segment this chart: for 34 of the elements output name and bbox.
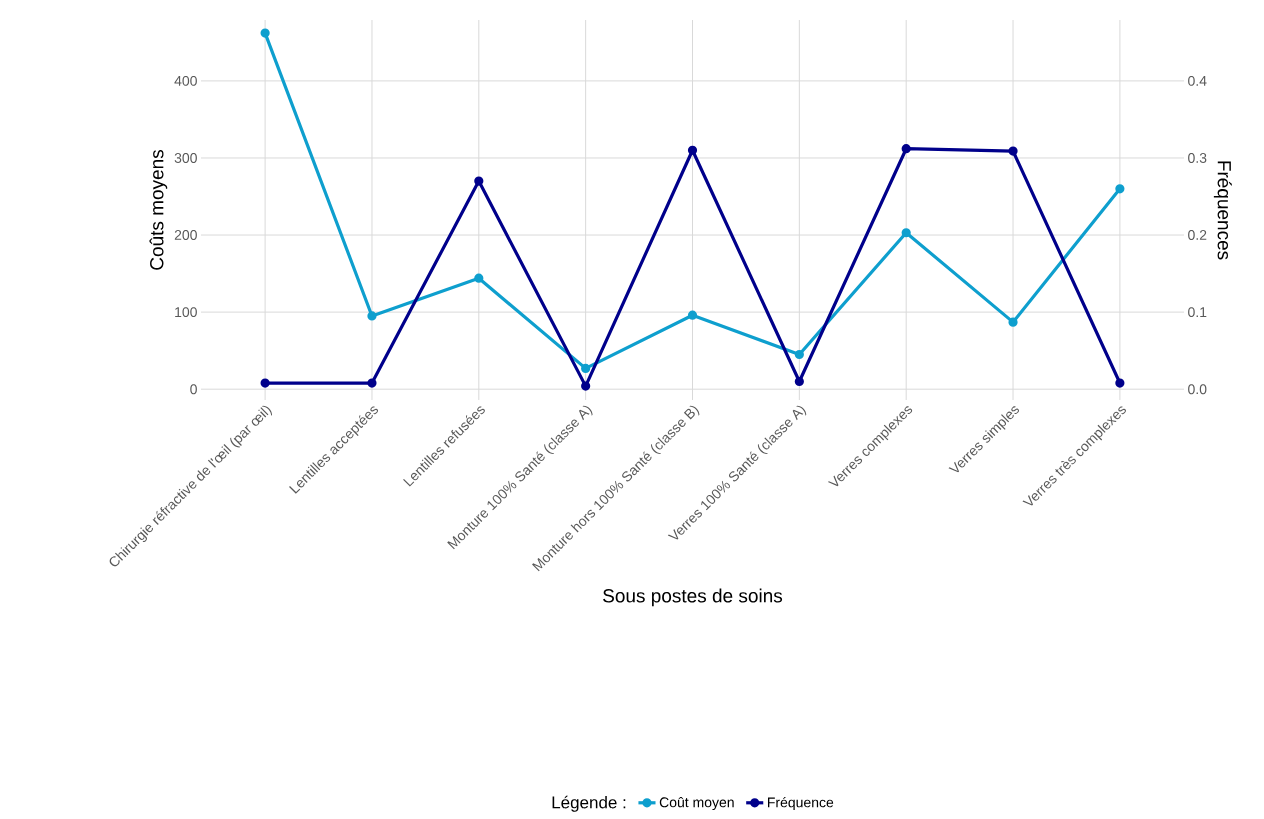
y2-tick-label: 0.2 (1188, 230, 1207, 240)
point (901, 228, 911, 238)
y-tick-label: 300 (174, 152, 197, 163)
point (687, 310, 698, 320)
y2-tick-label: 0.4 (1188, 75, 1207, 86)
y2-axis-title: Fréquences (1213, 161, 1232, 260)
point (474, 176, 484, 186)
legend-label: Fréquence (768, 796, 834, 811)
y-tick-label: 200 (174, 230, 197, 240)
y-axis-title: Coûts moyens (149, 149, 168, 270)
point (581, 381, 591, 391)
legend-title: Légende : (552, 795, 626, 812)
point (1008, 146, 1018, 156)
y-tick-label: 400 (174, 75, 197, 86)
y-tick-label: 0 (190, 384, 197, 395)
legend-label: Coût moyen (659, 796, 734, 811)
point (1115, 378, 1125, 388)
y2-tick-label: 0.3 (1188, 153, 1207, 163)
point (367, 311, 377, 321)
x-axis-title: Sous postes de soins (603, 588, 783, 607)
y-tick-label: 100 (175, 307, 197, 318)
point (260, 28, 270, 38)
y2-tick-label: 0.1 (1188, 307, 1207, 318)
point (260, 378, 270, 388)
point (794, 349, 804, 360)
point (794, 376, 804, 387)
point (1115, 184, 1125, 194)
point (474, 273, 484, 283)
point (1008, 317, 1018, 327)
point (367, 378, 377, 388)
point (687, 145, 698, 155)
point (581, 363, 591, 373)
point (901, 144, 911, 154)
y2-tick-label: 0.0 (1188, 384, 1207, 395)
